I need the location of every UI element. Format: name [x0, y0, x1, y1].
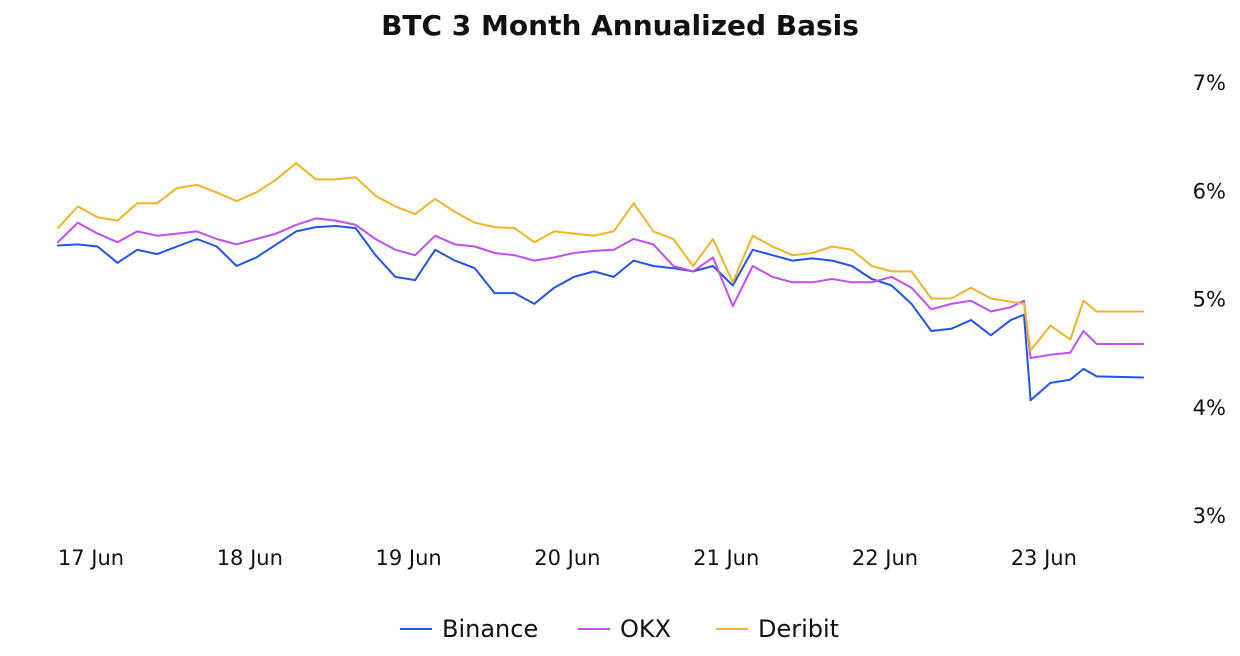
x-tick-label: 22 Jun: [852, 546, 918, 570]
x-tick-label: 20 Jun: [534, 546, 600, 570]
x-tick-label: 21 Jun: [693, 546, 759, 570]
x-tick-label: 18 Jun: [217, 546, 283, 570]
x-tick-label: 19 Jun: [375, 546, 441, 570]
y-axis-ticks: 3% 4% 5% 6% 7%: [1193, 71, 1226, 528]
legend-label-deribit: Deribit: [758, 615, 839, 643]
plot-area: [56, 162, 1145, 402]
y-tick-label: 7%: [1193, 71, 1226, 95]
series-line-okx: [56, 217, 1145, 359]
y-tick-label: 4%: [1193, 396, 1226, 420]
x-axis-ticks: 17 Jun 18 Jun 19 Jun 20 Jun 21 Jun 22 Jun 23 J…: [58, 546, 1077, 570]
legend-label-binance: Binance: [442, 615, 538, 643]
series-line-binance: [56, 225, 1145, 402]
x-tick-label: 23 Jun: [1011, 546, 1077, 570]
y-tick-label: 5%: [1193, 288, 1226, 312]
y-tick-label: 3%: [1193, 504, 1226, 528]
legend: Binance OKX Deribit: [400, 615, 839, 643]
series-line-deribit: [56, 162, 1145, 352]
chart-title: BTC 3 Month Annualized Basis: [381, 9, 859, 42]
x-tick-label: 17 Jun: [58, 546, 124, 570]
legend-label-okx: OKX: [620, 615, 671, 643]
y-tick-label: 6%: [1193, 179, 1226, 203]
